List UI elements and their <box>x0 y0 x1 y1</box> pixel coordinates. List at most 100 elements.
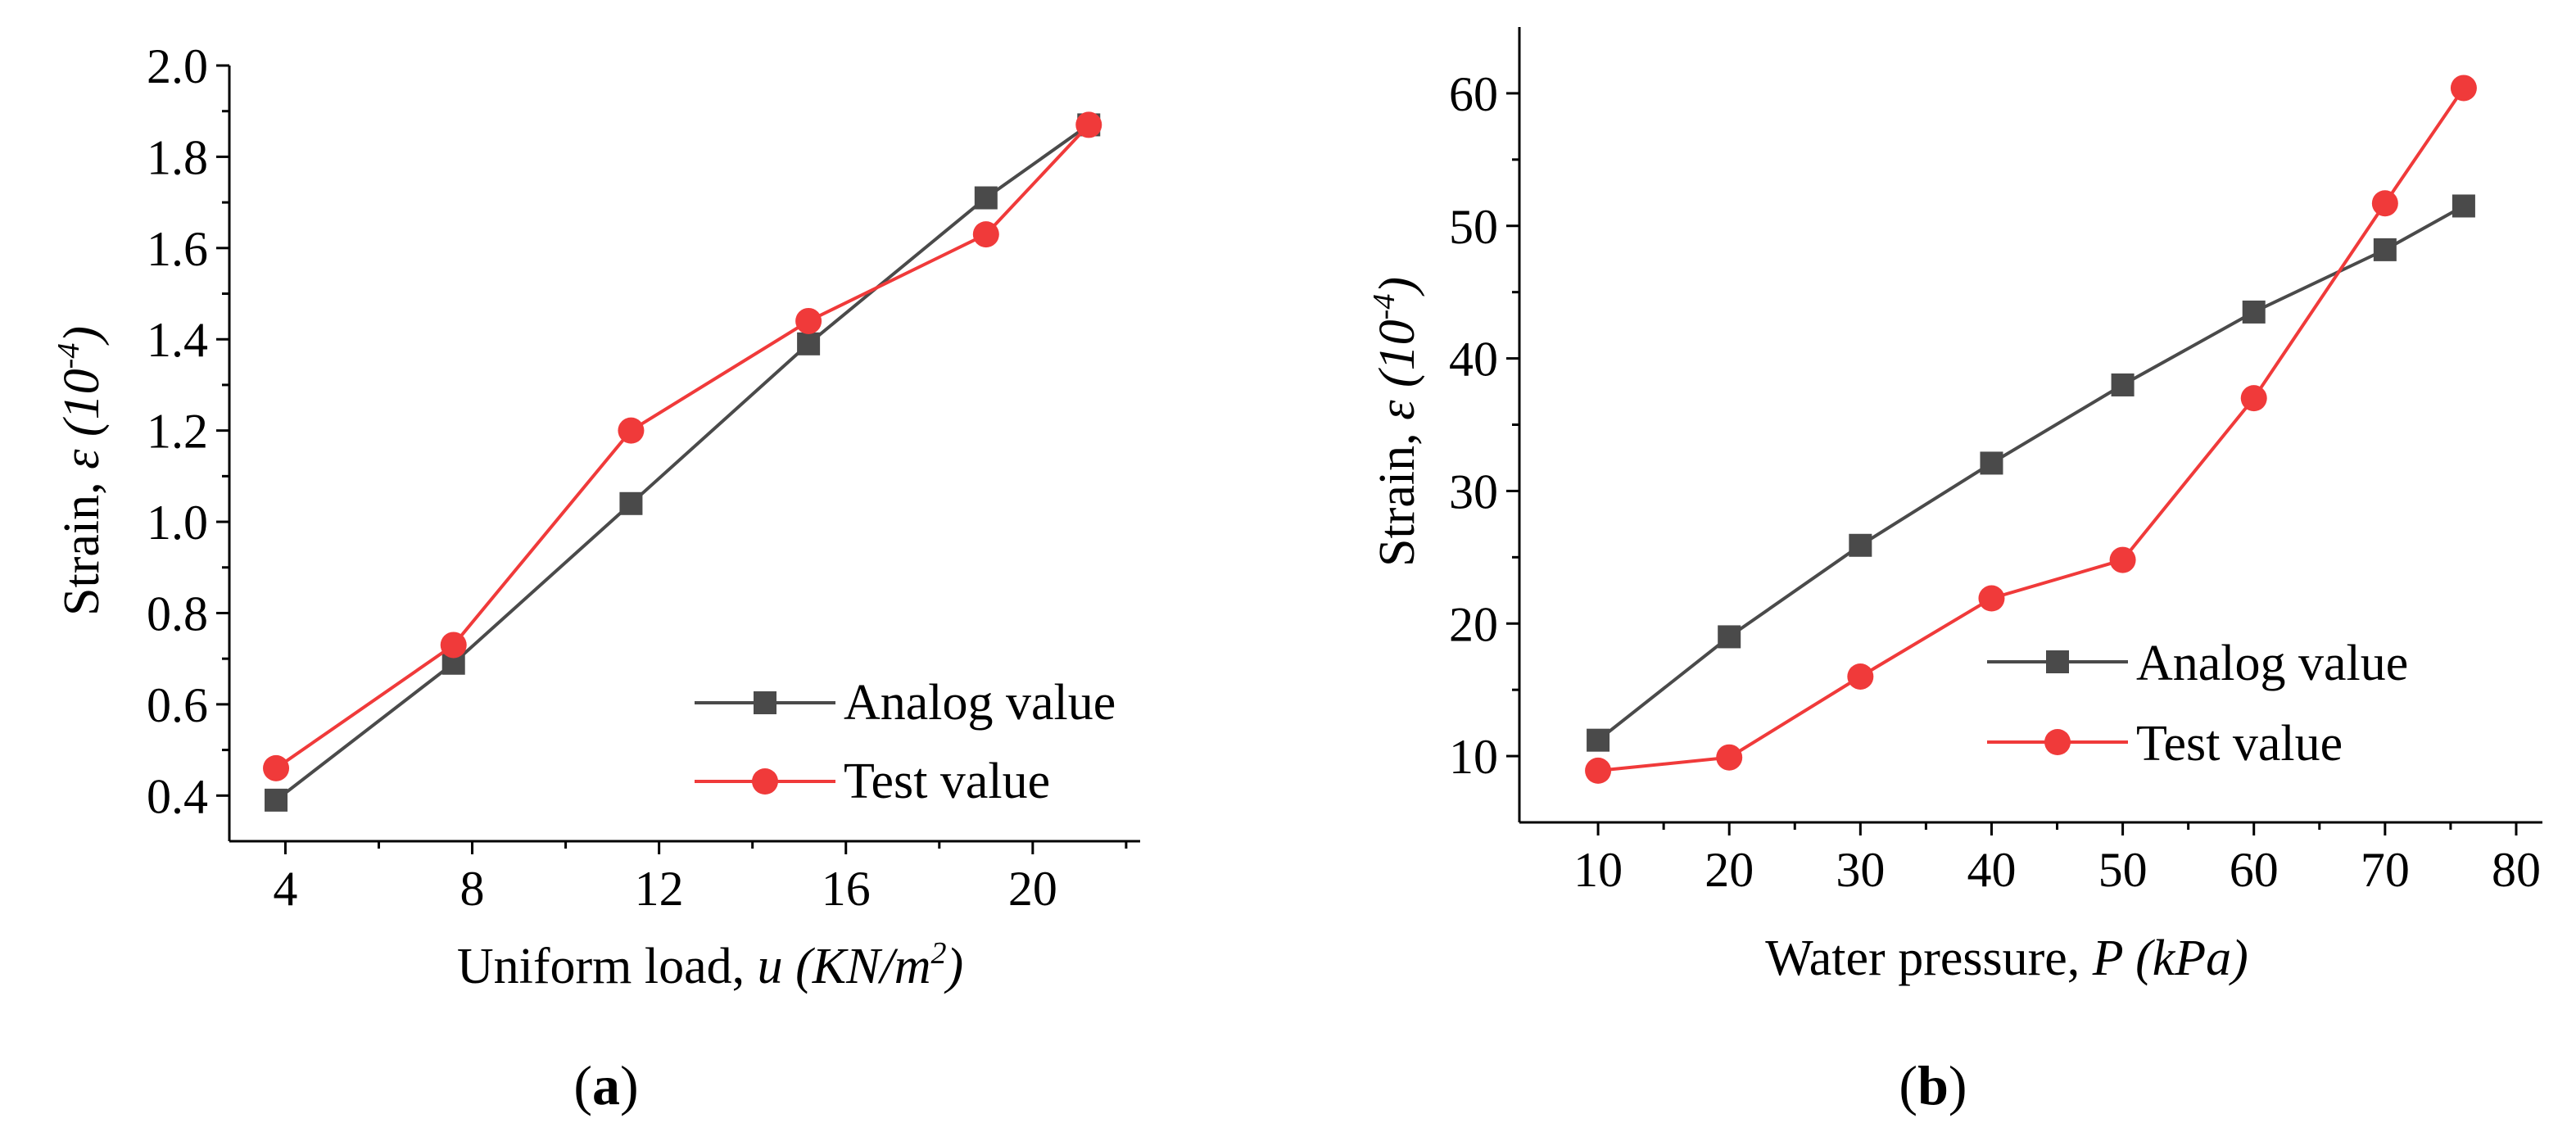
x-axis-title-text: Uniform load, <box>457 939 758 994</box>
y-tick-label: 2.0 <box>147 39 208 93</box>
data-point-analog-value <box>1980 451 2003 475</box>
y-axis-unit-close: ) <box>1369 277 1425 297</box>
x-tick-label: 8 <box>460 862 485 916</box>
data-point-test-value <box>440 632 467 659</box>
y-tick-label: 20 <box>1449 597 1498 651</box>
data-point-analog-value <box>974 186 998 210</box>
y-tick-label: 30 <box>1449 464 1498 518</box>
x-axis-title-a: Uniform load, u (KN/m2) <box>457 936 963 994</box>
legend-a: Analog value Test value <box>695 675 1116 809</box>
y-tick-label: 50 <box>1449 200 1498 254</box>
y-tick-label: 40 <box>1449 333 1498 387</box>
x-axis-title-b: Water pressure, P (kPa) <box>1765 930 2248 986</box>
panel-label-open: ( <box>1899 1054 1917 1116</box>
y-tick-label: 1.8 <box>147 130 208 184</box>
series-line-analog-value <box>1596 204 2465 742</box>
y-tick-label: 1.2 <box>147 405 208 459</box>
data-point-test-value <box>2371 190 2398 217</box>
x-axis-unit: (KN/m <box>783 939 931 994</box>
data-point-test-value <box>2240 385 2267 412</box>
y-axis-title-text: Strain, <box>1369 420 1425 567</box>
legend-marker-analog-value <box>754 691 776 714</box>
chart-panel-a: 4 8 12 16 20 0.4 0.6 0.8 1.0 1.2 1.4 1.6 1.8 2.0 Anal… <box>52 39 1140 1116</box>
legend-label-analog-value: Analog value <box>2136 636 2408 691</box>
chart-panel-b: 10 20 30 40 50 60 70 80 10 20 30 40 50 60 Analog valu… <box>1367 27 2542 1116</box>
x-tick-label: 50 <box>2098 843 2148 897</box>
data-point-test-value <box>972 221 999 248</box>
data-point-test-value <box>1075 111 1102 138</box>
legend-marker-test-value <box>2044 729 2071 755</box>
series-b <box>1585 75 2477 784</box>
ticks-a <box>216 64 1128 854</box>
data-point-test-value <box>1978 585 2005 612</box>
data-point-analog-value <box>1849 533 1872 557</box>
legend-label-analog-value: Analog value <box>844 675 1116 731</box>
data-point-test-value <box>263 754 290 781</box>
y-tick-label: 10 <box>1449 730 1498 784</box>
panel-label-b: (b) <box>1899 1054 1967 1116</box>
panel-label-letter: b <box>1917 1054 1949 1116</box>
x-tick-label: 20 <box>1705 843 1754 897</box>
y-tick-label: 1.4 <box>147 313 208 367</box>
data-point-test-value <box>1585 757 1612 784</box>
x-tick-label: 12 <box>635 862 684 916</box>
legend-marker-test-value <box>752 768 778 795</box>
data-point-analog-value <box>1587 728 1610 752</box>
y-axis-title-a: Strain, ε (10-4) <box>52 326 110 616</box>
data-point-analog-value <box>1718 625 1741 649</box>
panel-label-close: ) <box>620 1054 639 1116</box>
y-axis-unit: (10 <box>1369 319 1425 400</box>
x-axis-unit-superscript: 2 <box>930 936 946 971</box>
y-axis-unit: (10 <box>54 369 110 449</box>
data-point-test-value <box>618 417 645 444</box>
y-axis-unit-superscript: -4 <box>52 343 86 369</box>
x-tick-label: 10 <box>1573 843 1623 897</box>
panel-label-close: ) <box>1949 1054 1967 1116</box>
tick-labels-b: 10 20 30 40 50 60 70 80 10 20 30 40 50 60 <box>1449 67 2541 897</box>
y-axis-unit-superscript: -4 <box>1367 294 1401 320</box>
data-point-analog-value <box>2111 373 2135 396</box>
tick-labels-a: 4 8 12 16 20 0.4 0.6 0.8 1.0 1.2 1.4 1.6 1.8 2.0 <box>147 39 1057 916</box>
x-tick-label: 60 <box>2230 843 2279 897</box>
panel-label-letter: a <box>592 1054 620 1116</box>
data-point-analog-value <box>619 491 643 515</box>
legend-label-test-value: Test value <box>2136 716 2343 772</box>
y-tick-label: 1.0 <box>147 496 208 550</box>
series-line-test-value <box>1597 87 2465 772</box>
data-point-analog-value <box>2242 300 2266 324</box>
x-tick-label: 80 <box>2492 843 2541 897</box>
x-tick-label: 70 <box>2361 843 2410 897</box>
data-point-test-value <box>2450 75 2477 102</box>
x-axis-variable: P <box>2092 930 2123 986</box>
x-axis-variable: u <box>758 939 783 994</box>
y-tick-label: 0.8 <box>147 586 208 641</box>
y-axis-title-b: Strain, ε (10-4) <box>1367 277 1425 567</box>
x-axis-title-text: Water pressure, <box>1765 930 2093 986</box>
data-point-analog-value <box>797 332 821 355</box>
axes-a <box>228 66 1140 843</box>
y-tick-label: 0.4 <box>147 769 208 823</box>
legend-b: Analog value Test value <box>1987 636 2408 772</box>
data-point-test-value <box>2109 546 2136 573</box>
x-tick-label: 16 <box>822 862 871 916</box>
ticks-b <box>1506 92 2518 835</box>
panel-label-a: (a) <box>573 1054 638 1116</box>
y-axis-unit-close: ) <box>54 326 110 346</box>
x-tick-label: 40 <box>1967 843 2016 897</box>
x-tick-label: 20 <box>1008 862 1057 916</box>
panel-label-open: ( <box>573 1054 592 1116</box>
legend-label-test-value: Test value <box>844 754 1050 809</box>
y-tick-label: 1.6 <box>147 222 208 276</box>
data-point-test-value <box>795 307 822 334</box>
series-line-analog-value <box>274 123 1090 802</box>
x-tick-label: 4 <box>273 862 297 916</box>
x-axis-unit-close: ) <box>944 939 963 994</box>
data-point-test-value <box>1716 744 1743 771</box>
y-axis-variable: ε <box>54 449 110 469</box>
data-point-analog-value <box>265 788 288 812</box>
data-point-analog-value <box>2373 238 2397 261</box>
y-axis-variable: ε <box>1369 400 1425 420</box>
series-a <box>263 111 1102 812</box>
axes-b <box>1518 27 2542 824</box>
